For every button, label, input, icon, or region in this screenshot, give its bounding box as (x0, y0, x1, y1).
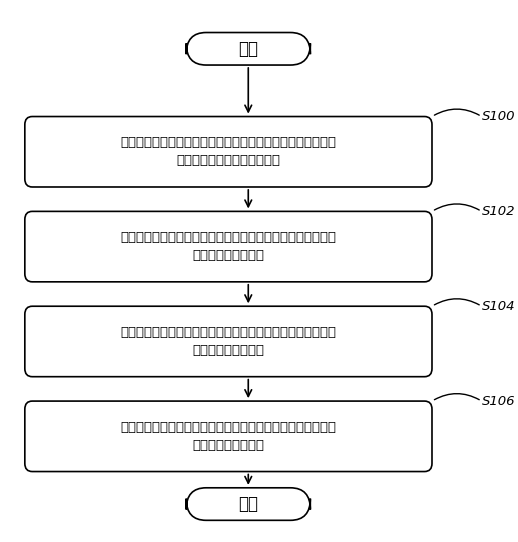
Text: S106: S106 (482, 395, 515, 408)
Text: S104: S104 (482, 300, 515, 313)
FancyBboxPatch shape (186, 33, 310, 65)
Text: 控制所述热电偶冷端的温度改变至第二温度，并获得此时热电
偶对应的第二电压值: 控制所述热电偶冷端的温度改变至第二温度，并获得此时热电 偶对应的第二电压值 (120, 231, 336, 262)
FancyBboxPatch shape (25, 401, 432, 472)
Text: 控制所述热电偶冷端的温度改变至第二温度，并获得此时热电
偶对应的第二电压值: 控制所述热电偶冷端的温度改变至第二温度，并获得此时热电 偶对应的第二电压值 (120, 326, 336, 357)
Text: S100: S100 (482, 110, 515, 123)
FancyBboxPatch shape (25, 117, 432, 187)
Text: 结束: 结束 (238, 495, 258, 513)
Text: S102: S102 (482, 205, 515, 218)
Text: 开始: 开始 (238, 40, 258, 58)
FancyBboxPatch shape (25, 306, 432, 377)
FancyBboxPatch shape (186, 488, 310, 520)
Text: 控制所述热电偶冷端的温度改变至第二温度，并获得此时热电
偶对应的第二电压值: 控制所述热电偶冷端的温度改变至第二温度，并获得此时热电 偶对应的第二电压值 (120, 421, 336, 452)
Text: 在温度扩展模块上电时，测量热电偶冷端的第一温度，并获得
此时热电偶对应的第一电压值: 在温度扩展模块上电时，测量热电偶冷端的第一温度，并获得 此时热电偶对应的第一电压… (120, 136, 336, 167)
FancyBboxPatch shape (25, 211, 432, 282)
